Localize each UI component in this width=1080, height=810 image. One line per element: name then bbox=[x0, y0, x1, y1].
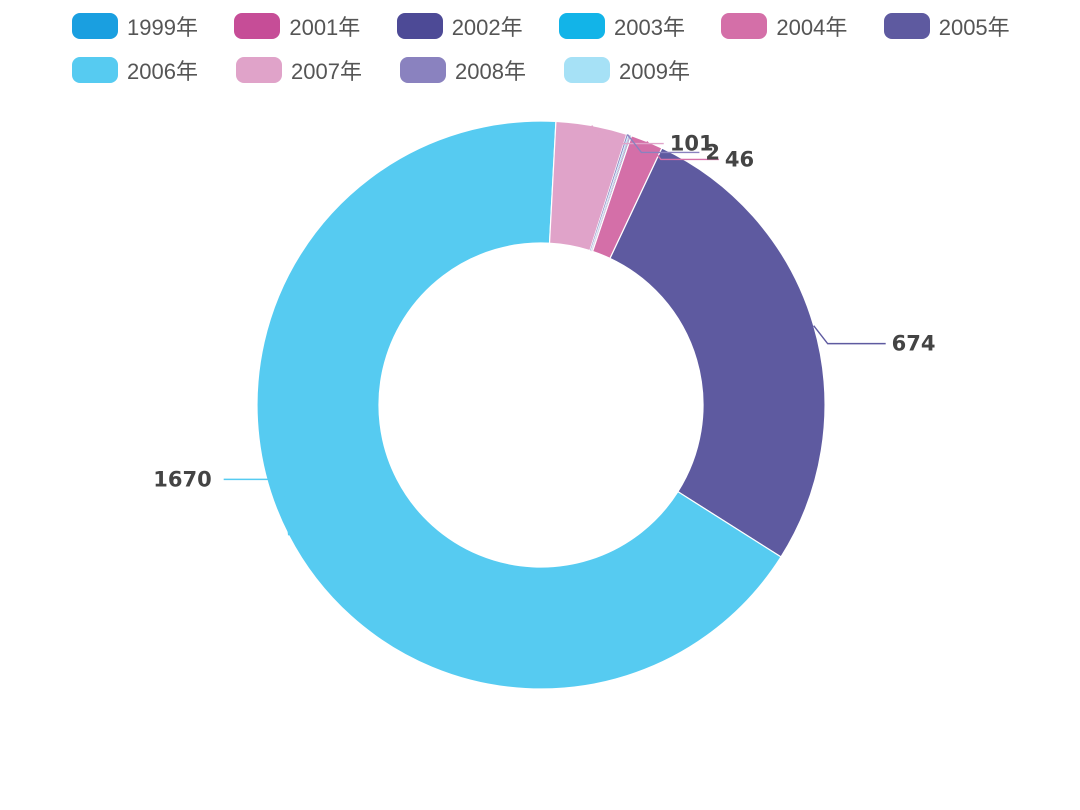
legend-label: 1999年 bbox=[127, 15, 198, 40]
data-label: 46 bbox=[725, 147, 754, 171]
legend-swatch bbox=[236, 57, 282, 83]
legend-label: 2009年 bbox=[619, 59, 690, 84]
legend-swatch bbox=[396, 13, 443, 39]
legend-swatch bbox=[72, 57, 118, 83]
legend-label: 2003年 bbox=[614, 15, 685, 40]
legend-item-8[interactable]: 2007年 bbox=[236, 54, 380, 86]
legend-swatch bbox=[234, 13, 281, 39]
legend-label: 2008年 bbox=[455, 59, 526, 84]
chart-legend: 1999年 2001年 2002年 2003年 2004年 2005年 2006年 2007年… bbox=[72, 4, 1052, 92]
legend-item-7[interactable]: 2006年 bbox=[72, 54, 216, 86]
data-label: 1670 bbox=[153, 467, 211, 491]
legend-row: 1999年 2001年 2002年 2003年 2004年 2005年 bbox=[72, 4, 1052, 48]
legend-label: 2005年 bbox=[938, 15, 1010, 40]
leader-line bbox=[646, 141, 719, 161]
legend-item-9[interactable]: 2008年 bbox=[400, 54, 544, 86]
slice-7[interactable] bbox=[256, 120, 782, 690]
data-label: 2 bbox=[705, 140, 720, 164]
leader-line bbox=[223, 478, 290, 536]
legend-item-4[interactable]: 2003年 bbox=[559, 10, 701, 42]
legend-item-5[interactable]: 2004年 bbox=[721, 10, 863, 42]
leader-line bbox=[626, 134, 700, 154]
legend-swatch bbox=[559, 13, 606, 39]
legend-swatch bbox=[721, 13, 768, 39]
data-label: 674 bbox=[892, 332, 936, 356]
legend-label: 2001年 bbox=[289, 15, 361, 40]
leader-line bbox=[591, 125, 664, 145]
legend-swatch bbox=[564, 57, 610, 83]
legend-swatch bbox=[72, 13, 118, 39]
legend-item-6[interactable]: 2005年 bbox=[883, 10, 1032, 42]
legend-label: 2002年 bbox=[451, 15, 523, 40]
legend-item-3[interactable]: 2002年 bbox=[396, 10, 539, 42]
legend-label: 2007年 bbox=[291, 59, 362, 84]
leader-line bbox=[813, 325, 886, 345]
legend-row: 2006年 2007年 2008年 2009年 bbox=[72, 48, 1052, 92]
data-label: 101 bbox=[670, 132, 714, 156]
legend-item-2[interactable]: 2001年 bbox=[234, 10, 376, 42]
slice-6[interactable] bbox=[609, 147, 826, 558]
legend-item-1[interactable]: 1999年 bbox=[72, 10, 214, 42]
legend-swatch bbox=[883, 13, 930, 39]
legend-item-10[interactable]: 2009年 bbox=[564, 54, 708, 86]
legend-swatch bbox=[400, 57, 446, 83]
legend-label: 2004年 bbox=[776, 15, 848, 40]
legend-label: 2006年 bbox=[127, 59, 198, 84]
